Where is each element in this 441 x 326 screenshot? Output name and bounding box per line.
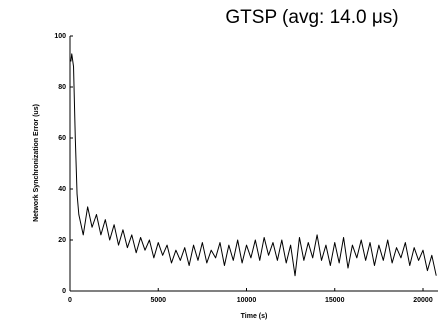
- x-tick-label: 5000: [150, 297, 166, 304]
- y-tick-label: 60: [58, 135, 66, 142]
- x-tick-label: 20000: [413, 297, 433, 304]
- y-tick-label: 40: [58, 186, 66, 193]
- y-axis-label: Network Synchronization Error (us): [33, 104, 40, 222]
- y-tick-label: 100: [54, 33, 66, 40]
- x-tick-label: 15000: [325, 297, 345, 304]
- data-line: [70, 53, 437, 277]
- x-tick-label: 10000: [237, 297, 257, 304]
- y-tick-label: 20: [58, 237, 66, 244]
- y-tick-label: 80: [58, 84, 66, 91]
- chart-title: GTSP (avg: 14.0 μs): [225, 7, 398, 28]
- y-tick-label: 0: [62, 288, 66, 295]
- x-tick-label: 0: [68, 297, 72, 304]
- x-axis-label: Time (s): [241, 313, 268, 320]
